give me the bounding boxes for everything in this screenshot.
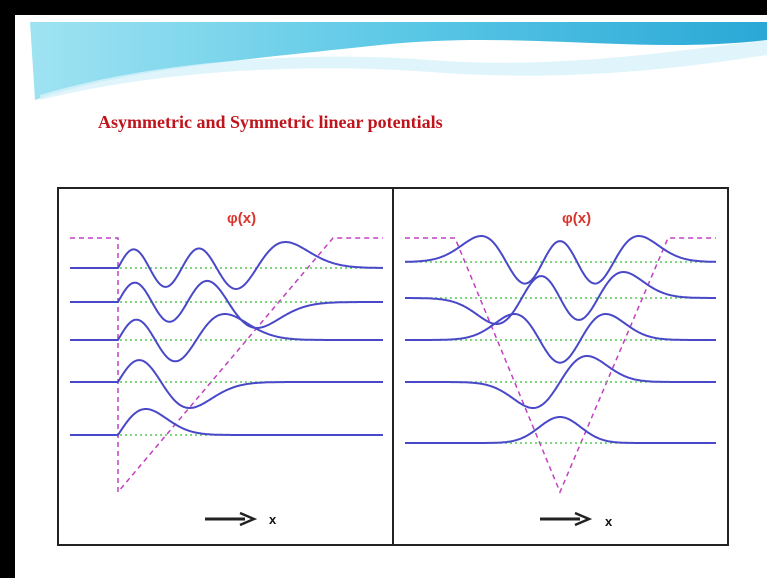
slide: Asymmetric and Symmetric linear potentia… (0, 0, 767, 578)
slide-title: Asymmetric and Symmetric linear potentia… (98, 112, 443, 132)
axis-label: x (605, 514, 613, 529)
panel-label: φ(x) (562, 210, 591, 227)
axis-label: x (269, 512, 277, 527)
panel-label: φ(x) (227, 210, 256, 227)
